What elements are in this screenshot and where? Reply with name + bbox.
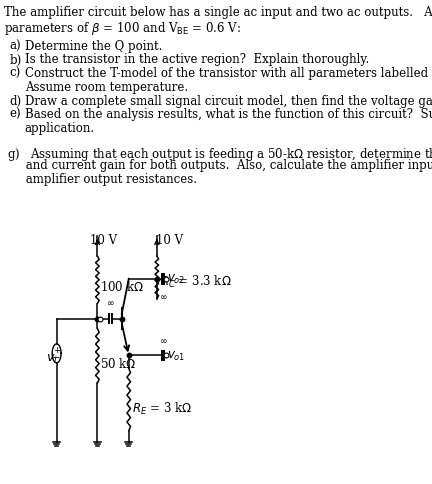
- Text: $v_{o1}$: $v_{o1}$: [167, 349, 185, 362]
- Text: $v_i$: $v_i$: [46, 353, 58, 366]
- Text: application.: application.: [25, 122, 95, 135]
- Text: Construct the T-model of the transistor with all parameters labelled and evaluat: Construct the T-model of the transistor …: [25, 67, 432, 80]
- Text: $\infty$: $\infty$: [159, 292, 167, 301]
- Text: a): a): [10, 40, 22, 53]
- Text: 50 k$\Omega$: 50 k$\Omega$: [100, 356, 137, 370]
- Text: +: +: [53, 346, 60, 355]
- Text: d): d): [10, 94, 22, 107]
- Text: Draw a complete small signal circuit model, then find the voltage gain for both : Draw a complete small signal circuit mod…: [25, 94, 432, 107]
- Text: Determine the Q point.: Determine the Q point.: [25, 40, 162, 53]
- Text: −: −: [52, 352, 61, 363]
- Text: 10 V: 10 V: [90, 234, 118, 246]
- Text: b): b): [10, 53, 22, 66]
- Text: parameters of $\beta$ = 100 and V$_{\rm BE}$ = 0.6 V:: parameters of $\beta$ = 100 and V$_{\rm …: [4, 20, 241, 37]
- Text: c): c): [10, 67, 21, 80]
- Text: 10 V: 10 V: [156, 234, 183, 246]
- Text: $R_E$ = 3 k$\Omega$: $R_E$ = 3 k$\Omega$: [132, 400, 191, 416]
- Text: $v_{o2}$: $v_{o2}$: [167, 272, 185, 286]
- Text: e): e): [10, 108, 22, 121]
- Text: $\infty$: $\infty$: [159, 337, 167, 346]
- Text: 100 k$\Omega$: 100 k$\Omega$: [100, 279, 144, 293]
- Text: Assume room temperature.: Assume room temperature.: [25, 81, 188, 94]
- Text: amplifier output resistances.: amplifier output resistances.: [7, 173, 197, 186]
- Text: Is the transistor in the active region?  Explain thoroughly.: Is the transistor in the active region? …: [25, 53, 369, 66]
- Text: Based on the analysis results, what is the function of this circuit?  Suggest a : Based on the analysis results, what is t…: [25, 108, 432, 121]
- Text: g)   Assuming that each output is feeding a 50-k$\Omega$ resistor, determine the: g) Assuming that each output is feeding …: [7, 146, 432, 163]
- Text: The amplifier circuit below has a single ac input and two ac outputs.   Assuming: The amplifier circuit below has a single…: [4, 6, 432, 19]
- Text: $\infty$: $\infty$: [106, 298, 114, 307]
- Text: and current gain for both outputs.  Also, calculate the amplifier input resistan: and current gain for both outputs. Also,…: [7, 159, 432, 172]
- Text: $R_C$ = 3.3 k$\Omega$: $R_C$ = 3.3 k$\Omega$: [160, 274, 232, 290]
